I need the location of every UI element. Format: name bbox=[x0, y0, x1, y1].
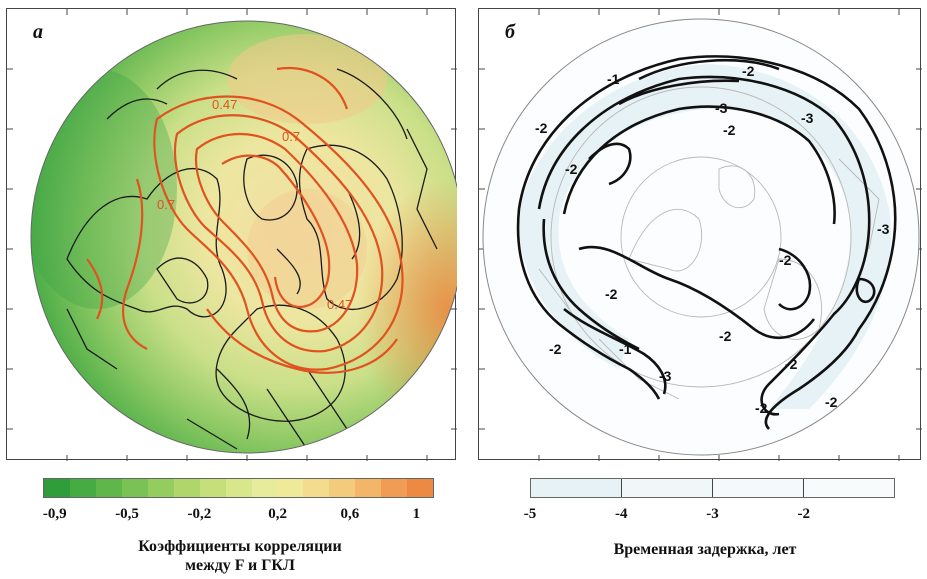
colorbar-swatch bbox=[251, 479, 278, 497]
colorbar-title-line: Коэффициенты корреляции bbox=[138, 538, 342, 555]
contour-label: -1 bbox=[607, 71, 620, 87]
panel-letter: б bbox=[505, 21, 515, 43]
colorbar-swatch bbox=[407, 479, 434, 497]
colorbar-tick-label: 1 bbox=[412, 506, 421, 522]
contour-label: -2 bbox=[785, 356, 798, 372]
lag-field bbox=[483, 19, 919, 455]
contour-label: -3 bbox=[801, 110, 814, 126]
colorbar-swatch bbox=[531, 479, 622, 497]
correlation-map-panel: 0.47 0.7 0.7 0.47 а bbox=[6, 8, 457, 461]
lag-contours bbox=[516, 55, 897, 430]
tick-marks bbox=[479, 9, 922, 461]
colorbar-tick-label: -2 bbox=[797, 506, 811, 522]
correlation-map: 0.47 0.7 0.7 0.47 bbox=[7, 9, 457, 461]
coastlines bbox=[538, 86, 880, 400]
time-lag-colorbar bbox=[530, 478, 895, 498]
contour-label: -1 bbox=[619, 341, 632, 357]
contour-label: 0.47 bbox=[327, 297, 352, 312]
colorbar-tick-label: -4 bbox=[615, 506, 628, 522]
colorbar-tick-label: 0,2 bbox=[268, 506, 287, 522]
colorbar-swatch bbox=[95, 479, 122, 497]
contour-label: 0.47 bbox=[212, 97, 237, 112]
colorbar-swatch bbox=[225, 479, 252, 497]
correlation-contours bbox=[86, 66, 404, 374]
time-lag-map-panel: -2 -1 -3 -2 -3 -2 -2 -2 -3 -2 -2 -2 -3 -… bbox=[478, 8, 922, 461]
contour-label: 0.7 bbox=[282, 129, 300, 144]
colorbar-swatch bbox=[69, 479, 96, 497]
colorbar-swatch bbox=[121, 479, 148, 497]
tick-marks bbox=[7, 9, 457, 461]
contour-labels: -2 -1 -3 -2 -3 -2 -2 -2 -3 -2 -2 -2 -3 -… bbox=[535, 63, 890, 416]
contour-label: -2 bbox=[779, 252, 792, 268]
colorbar-tick-label: -0,5 bbox=[115, 506, 139, 522]
contour-label: -2 bbox=[549, 341, 562, 357]
colorbar-tick-label: 0,6 bbox=[340, 506, 360, 522]
contour-label: -3 bbox=[659, 368, 672, 384]
colorbar-swatch bbox=[44, 479, 70, 497]
correlation-colorbar-title: Коэффициенты корреляции между F и ГКЛ bbox=[60, 537, 420, 575]
contour-labels: 0.47 0.7 0.7 0.47 bbox=[157, 97, 352, 312]
colorbar-swatch bbox=[199, 479, 226, 497]
contour-label: -3 bbox=[877, 221, 890, 237]
contour-label: -2 bbox=[825, 394, 838, 410]
panel-letter: а bbox=[33, 21, 43, 43]
contour-label: -2 bbox=[723, 122, 736, 138]
colorbar-tick-label: -0,2 bbox=[187, 506, 212, 522]
contour-label: -2 bbox=[755, 400, 768, 416]
colorbar-swatch bbox=[277, 479, 304, 497]
contour-label: -2 bbox=[742, 63, 755, 79]
time-lag-colorbar-ticks: -5 -4 -3 -2 bbox=[524, 506, 895, 526]
contour-label: -2 bbox=[565, 161, 578, 177]
colorbar-title-line: между F и ГКЛ bbox=[185, 557, 295, 574]
colorbar-swatch bbox=[173, 479, 200, 497]
colorbar-swatch bbox=[804, 479, 894, 497]
colorbar-swatch bbox=[381, 479, 408, 497]
colorbar-tick-label: -3 bbox=[706, 506, 719, 522]
colorbar-swatch bbox=[622, 479, 713, 497]
colorbar-swatch bbox=[355, 479, 382, 497]
contour-label: -3 bbox=[715, 100, 728, 116]
contour-label: -2 bbox=[605, 286, 618, 302]
colorbar-tick-label: -5 bbox=[523, 506, 537, 522]
correlation-colorbar bbox=[43, 478, 434, 498]
contour-label: 0.7 bbox=[157, 197, 175, 212]
colorbar-swatch bbox=[713, 479, 804, 497]
time-lag-map: -2 -1 -3 -2 -3 -2 -2 -2 -3 -2 -2 -2 -3 -… bbox=[479, 9, 922, 461]
colorbar-swatch bbox=[303, 479, 330, 497]
correlation-colorbar-ticks: -0,9 -0,5 -0,2 0,2 0,6 1 bbox=[43, 506, 434, 526]
coastlines bbox=[66, 68, 438, 450]
colorbar-tick-label: -0,9 bbox=[42, 506, 67, 522]
contour-label: -2 bbox=[535, 120, 548, 136]
contour-label: -2 bbox=[719, 328, 732, 344]
time-lag-colorbar-title: Временная задержка, лет bbox=[613, 541, 797, 558]
colorbar-swatch bbox=[329, 479, 356, 497]
colorbar-swatch bbox=[147, 479, 174, 497]
